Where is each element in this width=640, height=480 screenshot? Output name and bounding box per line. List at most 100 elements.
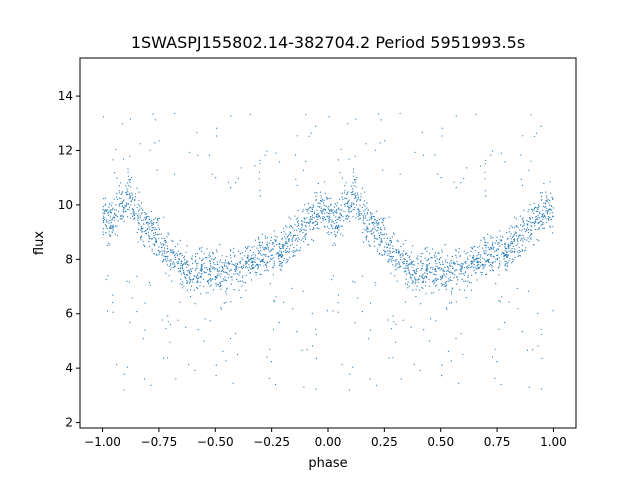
data-point bbox=[213, 259, 215, 261]
data-point bbox=[276, 236, 278, 238]
data-point bbox=[309, 228, 311, 231]
data-point bbox=[388, 216, 390, 218]
data-point bbox=[123, 211, 125, 213]
data-point bbox=[212, 289, 215, 291]
data-point bbox=[167, 250, 169, 253]
data-point bbox=[516, 226, 518, 228]
data-point bbox=[148, 241, 150, 243]
data-point bbox=[487, 246, 489, 248]
data-point bbox=[238, 261, 240, 263]
data-point bbox=[407, 266, 409, 268]
data-point bbox=[326, 215, 328, 217]
data-point bbox=[470, 266, 472, 269]
data-point bbox=[216, 268, 219, 270]
data-point bbox=[395, 264, 397, 266]
data-point bbox=[537, 207, 539, 209]
data-point bbox=[410, 326, 412, 328]
data-point bbox=[542, 216, 545, 218]
data-point bbox=[537, 229, 539, 231]
data-point bbox=[478, 257, 480, 260]
data-point bbox=[166, 248, 169, 250]
data-point bbox=[524, 238, 526, 240]
data-point bbox=[437, 278, 439, 280]
data-point bbox=[228, 263, 230, 265]
data-point bbox=[282, 255, 284, 257]
data-point bbox=[330, 232, 332, 234]
data-point bbox=[282, 243, 284, 245]
data-point bbox=[512, 250, 514, 252]
data-point bbox=[294, 250, 296, 253]
data-point bbox=[139, 143, 141, 145]
data-point bbox=[382, 217, 384, 219]
data-point bbox=[451, 279, 453, 282]
data-point bbox=[236, 267, 238, 269]
data-point bbox=[444, 285, 446, 287]
data-point bbox=[448, 270, 450, 272]
data-point bbox=[382, 219, 384, 221]
data-point bbox=[187, 280, 189, 282]
data-point bbox=[445, 276, 447, 278]
data-point bbox=[286, 251, 288, 253]
data-point bbox=[417, 255, 419, 257]
data-point bbox=[351, 194, 353, 196]
data-point bbox=[110, 225, 112, 227]
data-point bbox=[549, 225, 551, 227]
data-point bbox=[347, 201, 349, 203]
data-point bbox=[116, 192, 118, 195]
data-point bbox=[162, 253, 164, 255]
data-point bbox=[506, 269, 508, 271]
data-point bbox=[363, 228, 365, 230]
data-point bbox=[305, 160, 307, 162]
data-point bbox=[425, 269, 427, 271]
data-point bbox=[534, 206, 536, 209]
data-point bbox=[304, 229, 306, 231]
data-point bbox=[517, 227, 519, 229]
data-point bbox=[551, 215, 554, 217]
data-point bbox=[455, 249, 457, 251]
data-point bbox=[506, 262, 508, 264]
data-point bbox=[254, 265, 256, 267]
data-point bbox=[215, 285, 217, 287]
data-point bbox=[250, 255, 253, 257]
data-point bbox=[488, 253, 490, 255]
data-point bbox=[403, 250, 405, 252]
data-point bbox=[542, 205, 544, 207]
data-point bbox=[426, 247, 428, 249]
data-point bbox=[279, 243, 281, 245]
data-point bbox=[178, 271, 180, 273]
data-point bbox=[120, 193, 122, 196]
data-point bbox=[206, 281, 208, 283]
data-point bbox=[218, 285, 220, 287]
data-point bbox=[259, 241, 261, 243]
data-point bbox=[500, 383, 502, 386]
data-point bbox=[322, 209, 325, 211]
data-point bbox=[338, 217, 340, 219]
data-point bbox=[243, 264, 245, 266]
data-point bbox=[114, 172, 116, 174]
data-point bbox=[510, 233, 512, 235]
data-point bbox=[127, 182, 129, 184]
data-point bbox=[423, 276, 426, 278]
data-point bbox=[206, 267, 208, 269]
data-point bbox=[499, 264, 501, 266]
data-point bbox=[399, 255, 401, 257]
data-point bbox=[264, 249, 266, 251]
data-point bbox=[475, 113, 477, 115]
data-point bbox=[389, 238, 391, 240]
data-point bbox=[421, 281, 423, 283]
data-point bbox=[315, 195, 317, 197]
data-point bbox=[364, 191, 366, 193]
data-point bbox=[220, 284, 222, 286]
data-point bbox=[348, 209, 350, 211]
data-point bbox=[390, 260, 393, 262]
data-point bbox=[516, 239, 518, 241]
data-point bbox=[285, 225, 287, 227]
data-point bbox=[317, 216, 319, 218]
data-point bbox=[333, 242, 335, 244]
data-point bbox=[156, 221, 158, 223]
data-point bbox=[105, 226, 107, 228]
data-point bbox=[353, 209, 356, 211]
data-point bbox=[102, 212, 104, 214]
data-point bbox=[365, 239, 367, 241]
data-point bbox=[322, 219, 324, 221]
